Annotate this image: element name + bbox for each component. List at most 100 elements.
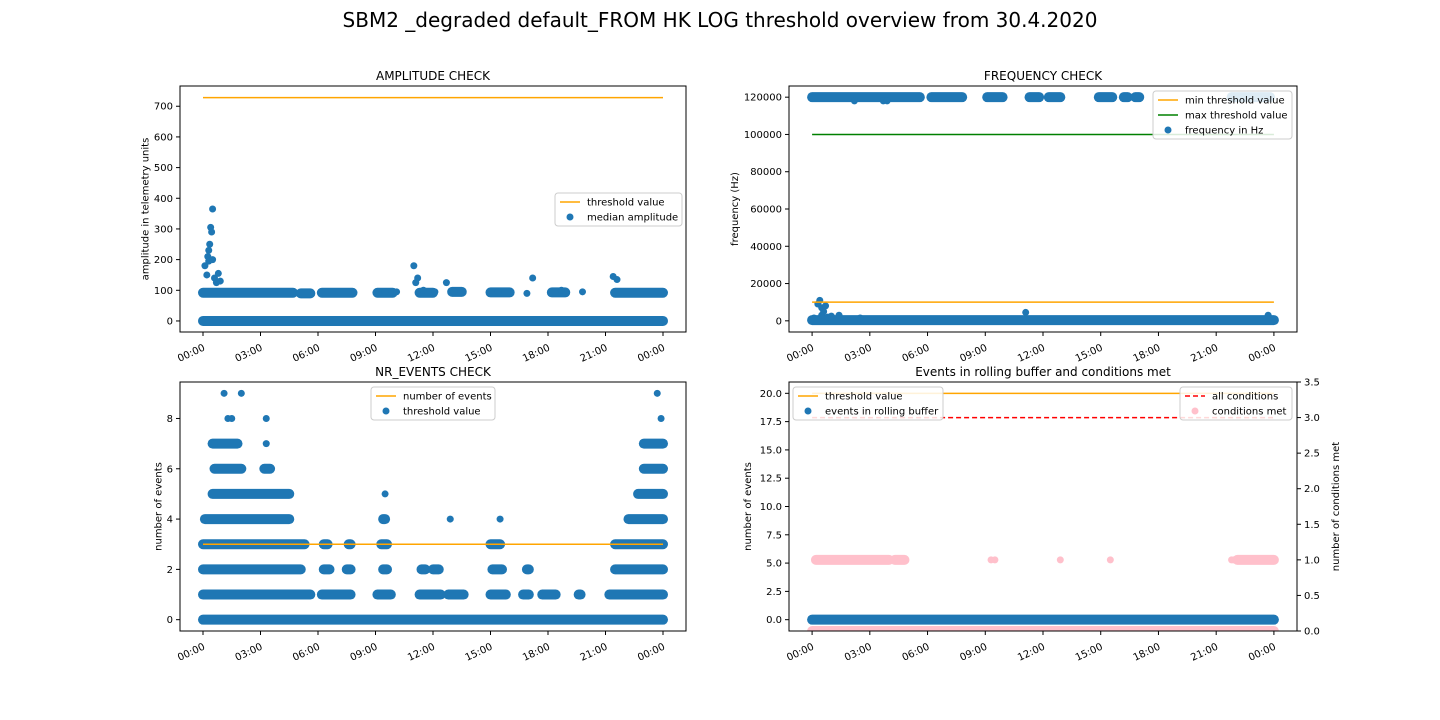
y-axis-label: frequency (Hz) <box>730 172 741 246</box>
y-tick-label: 200 <box>154 255 173 266</box>
y-tick-label: 6 <box>167 464 173 475</box>
data-point <box>1056 556 1064 564</box>
x-tick-label: 06:00 <box>291 343 322 365</box>
y-tick-label: 17.5 <box>760 417 782 428</box>
data-point <box>1106 556 1114 564</box>
data-point <box>557 286 565 294</box>
x-tick-label: 12:00 <box>406 343 437 365</box>
data-point <box>523 289 531 297</box>
y-tick-label: 20000 <box>750 279 782 290</box>
x-tick-label: 00:00 <box>785 343 816 365</box>
y-tick-label: 40000 <box>750 242 782 253</box>
data-point <box>450 288 458 296</box>
data-point <box>211 440 218 448</box>
x-tick-label: 06:00 <box>901 642 932 664</box>
y-tick-label: 500 <box>154 163 173 174</box>
legend-label: threshold value <box>825 392 903 403</box>
chart-rolling_buffer: Events in rolling buffer and conditions … <box>743 365 1342 664</box>
legend-label: min threshold value <box>1185 96 1285 107</box>
x-tick-label: 09:00 <box>958 343 989 365</box>
y2-tick-label: 2.5 <box>1304 449 1320 460</box>
data-point <box>850 97 858 105</box>
chart-title: AMPLITUDE CHECK <box>376 69 491 83</box>
x-tick-label: 00:00 <box>176 343 207 365</box>
chart-amplitude: AMPLITUDE CHECK 00:00 03:00 06:00 09:00 12:00… <box>141 69 687 365</box>
x-tick-label: 15:00 <box>1074 343 1105 365</box>
legend-box <box>1152 90 1293 140</box>
data-point <box>208 228 216 236</box>
x-tick-label: 21:00 <box>579 343 610 365</box>
data-point <box>827 312 835 320</box>
data-point <box>205 246 213 254</box>
y-tick-label: 10.0 <box>760 502 782 513</box>
plot-area <box>198 96 668 326</box>
y-tick-label: 0 <box>167 316 173 327</box>
data-point <box>653 389 661 397</box>
data-point <box>883 97 891 105</box>
data-point <box>209 205 217 213</box>
y-tick-label: 0 <box>167 615 173 626</box>
x-tick-label: 00:00 <box>636 642 667 664</box>
x-tick-label: 00:00 <box>636 343 667 365</box>
data-point <box>414 274 422 282</box>
y-tick-label: 2.5 <box>766 587 782 598</box>
data-point <box>657 414 665 422</box>
data-point <box>431 288 439 296</box>
plot-area <box>807 92 1279 326</box>
x-tick-label: 06:00 <box>901 343 932 365</box>
y-tick-label: 100 <box>154 286 173 297</box>
legend-label: max threshold value <box>1185 111 1288 122</box>
legend-box <box>792 386 944 421</box>
y-tick-label: 80000 <box>750 167 782 178</box>
data-point <box>262 440 270 448</box>
x-tick-label: 15:00 <box>1074 642 1105 664</box>
y-tick-label: 20.0 <box>760 389 782 400</box>
data-point <box>393 288 401 296</box>
data-point <box>579 288 586 296</box>
data-point <box>822 302 830 310</box>
data-point <box>529 274 537 282</box>
data-point <box>262 414 270 422</box>
legend-label: conditions met <box>1212 407 1287 418</box>
x-tick-label: 06:00 <box>291 642 322 664</box>
x-tick-label: 00:00 <box>1247 343 1278 365</box>
y-tick-label: 2 <box>167 565 173 576</box>
legend-label: threshold value <box>587 198 665 209</box>
y2-tick-label: 0.0 <box>1304 627 1320 638</box>
data-point <box>856 314 864 322</box>
data-point <box>494 288 502 296</box>
x-tick-label: 03:00 <box>234 642 265 664</box>
plot-area <box>807 392 1279 631</box>
chart-nr_events: NR_EVENTS CHECK 00:00 03:00 06:00 09:00 12:00… <box>154 365 687 664</box>
y-tick-label: 15.0 <box>760 445 782 456</box>
data-point <box>1264 311 1272 319</box>
chart-frequency: FREQUENCY CHECK 00:00 03:00 06:00 09:00 12:00… <box>730 69 1298 365</box>
data-point <box>613 276 621 284</box>
y2-axis-label: number of conditions met <box>1331 442 1342 572</box>
data-point <box>835 311 843 319</box>
legend-marker <box>1164 126 1172 134</box>
x-tick-label: 21:00 <box>1189 642 1220 664</box>
chart-title: FREQUENCY CHECK <box>984 69 1103 83</box>
data-point <box>419 286 427 294</box>
data-point <box>220 389 228 397</box>
data-point <box>446 515 454 523</box>
data-point <box>212 279 220 287</box>
x-tick-label: 09:00 <box>349 642 380 664</box>
x-tick-label: 18:00 <box>1132 343 1163 365</box>
y-tick-label: 8 <box>167 414 173 425</box>
data-point <box>991 556 999 564</box>
legend-label: frequency in Hz <box>1185 126 1263 137</box>
y-axis-label: number of events <box>743 462 754 551</box>
y-axis-label: amplitude in telemetry units <box>141 138 152 281</box>
chart-title: Events in rolling buffer and conditions … <box>915 365 1171 379</box>
y2-tick-label: 0.5 <box>1304 591 1320 602</box>
x-tick-label: 18:00 <box>521 343 552 365</box>
x-tick-label: 21:00 <box>1189 343 1220 365</box>
legend-label: median amplitude <box>587 213 678 224</box>
data-point <box>381 490 389 498</box>
data-point <box>410 262 418 270</box>
legend-box <box>554 192 683 227</box>
x-tick-label: 12:00 <box>1016 343 1047 365</box>
